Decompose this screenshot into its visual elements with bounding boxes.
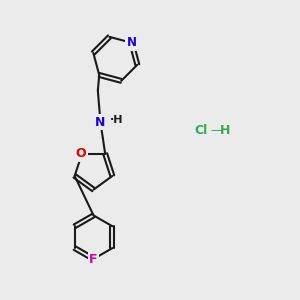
Text: ·H: ·H [110,115,124,125]
Text: —: — [210,124,223,137]
Text: F: F [89,254,98,266]
Text: N: N [95,116,106,129]
Text: N: N [126,36,136,49]
Text: Cl: Cl [195,124,208,137]
Text: H: H [220,124,231,137]
Text: O: O [76,147,86,160]
